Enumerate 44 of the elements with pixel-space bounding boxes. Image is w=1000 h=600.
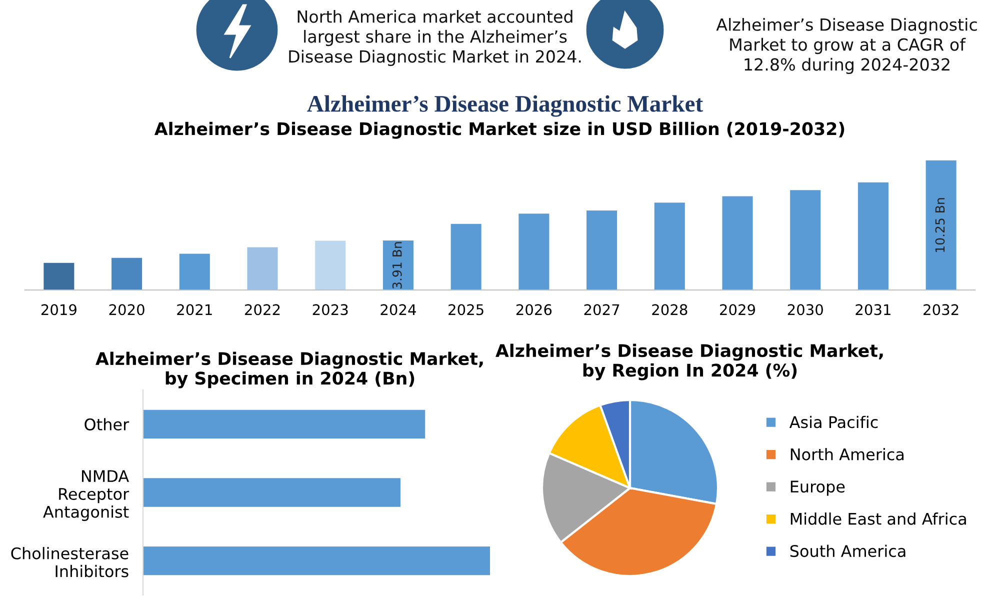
bar	[790, 190, 821, 290]
text: North America market accounted largest share in the Alzheimer’s Disease Diagnostic Market in 2024.	[289, 10, 581, 66]
legend-label: Middle East and Africa	[790, 512, 966, 525]
chart-title: Alzheimer’s Disease Diagnostic Market size in USD Billion (2019-2032)	[154, 122, 844, 139]
bar	[382, 240, 414, 290]
y-tick-label: Other	[84, 418, 130, 430]
legend-label: North America	[790, 448, 904, 460]
x-tick-label: 2027	[584, 304, 620, 316]
x-tick-label: 2028	[652, 304, 688, 316]
bar	[858, 182, 888, 290]
bar	[926, 160, 956, 290]
legend-label: South America	[790, 544, 906, 558]
bar	[654, 202, 685, 290]
bar	[315, 240, 346, 290]
y-tick-label: NMDA Receptor Antagonist	[43, 470, 130, 521]
x-tick-label: 2032	[924, 304, 958, 316]
x-tick-label: 2029	[720, 304, 756, 316]
y-tick-label: Cholinesterase Inhibitors	[11, 547, 128, 578]
x-tick-label: 2030	[788, 304, 823, 316]
x-tick-label: 2020	[109, 304, 144, 316]
bar	[518, 214, 550, 290]
x-tick-label: 2021	[177, 304, 212, 316]
bar	[44, 262, 74, 290]
text: Alzheimer’s Disease Diagnostic Market to grow at a CAGR of 12.8% during 2024-2032	[716, 18, 977, 74]
legend-label: Asia Pacific	[789, 416, 878, 428]
bar	[586, 210, 618, 290]
bar	[450, 224, 482, 290]
x-tick-label: 2026	[516, 304, 552, 316]
x-tick-label: 2031	[856, 304, 890, 316]
x-tick-label: 2025	[448, 304, 484, 316]
chart-title: Alzheimer’s Disease Diagnostic Market, by Specimen in 2024 (Bn)	[96, 352, 483, 388]
x-tick-label: 2024	[380, 304, 416, 316]
chart-title: Alzheimer’s Disease Diagnostic Market, by Region In 2024 (%)	[496, 344, 883, 380]
data-label: 3.91 Bn	[392, 242, 402, 288]
legend-label: Europe	[790, 480, 845, 496]
bar	[179, 254, 210, 290]
x-tick-label: 2023	[312, 304, 348, 316]
data-label: 10.25 Bn	[935, 198, 945, 252]
x-tick-label: 2019	[41, 304, 76, 316]
bar	[722, 196, 753, 290]
bar	[247, 247, 278, 290]
bar	[112, 258, 142, 290]
text: Alzheimer’s Disease Diagnostic Market	[307, 95, 704, 117]
x-tick-label: 2022	[245, 304, 280, 316]
